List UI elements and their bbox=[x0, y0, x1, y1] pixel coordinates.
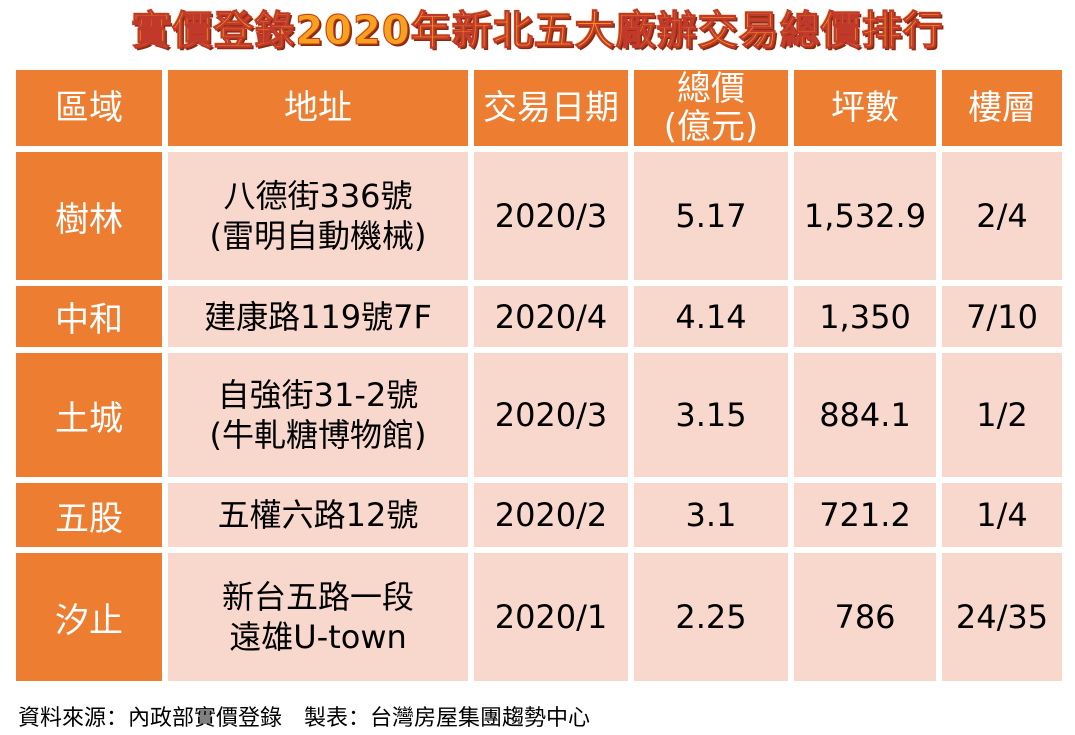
header-date: 交易日期 bbox=[468, 64, 634, 152]
region-cell: 土城 bbox=[10, 347, 168, 483]
area-cell: 884.1 bbox=[788, 347, 942, 483]
header-floor: 樓層 bbox=[936, 64, 1068, 152]
header-price: 總價 (億元) bbox=[628, 64, 794, 152]
table-row: 土城 自強街31-2號 (牛軋糖博物館) 2020/3 3.15 884.1 1… bbox=[10, 347, 1068, 483]
date-cell: 2020/3 bbox=[468, 347, 634, 483]
floor-cell: 7/10 bbox=[936, 280, 1068, 353]
area-cell: 786 bbox=[788, 547, 942, 687]
area-cell: 1,350 bbox=[788, 280, 942, 353]
address-cell: 自強街31-2號 (牛軋糖博物館) bbox=[162, 347, 474, 483]
table-header-row: 區域 地址 交易日期 總價 (億元) 坪數 樓層 bbox=[10, 64, 1068, 152]
date-cell: 2020/4 bbox=[468, 280, 634, 353]
price-cell: 4.14 bbox=[628, 280, 794, 353]
floor-cell: 24/35 bbox=[936, 547, 1068, 687]
source-footer: 資料來源：內政部實價登錄 製表：台灣房屋集團趨勢中心 bbox=[18, 706, 591, 731]
region-cell: 中和 bbox=[10, 280, 168, 353]
transaction-table: 區域 地址 交易日期 總價 (億元) 坪數 樓層 樹林 八德街336號 (雷明自… bbox=[10, 64, 1068, 687]
region-cell: 汐止 bbox=[10, 547, 168, 687]
date-cell: 2020/1 bbox=[468, 547, 634, 687]
table-row: 樹林 八德街336號 (雷明自動機械) 2020/3 5.17 1,532.9 … bbox=[10, 146, 1068, 286]
address-cell: 八德街336號 (雷明自動機械) bbox=[162, 146, 474, 286]
address-cell: 五權六路12號 bbox=[162, 477, 474, 553]
floor-cell: 1/2 bbox=[936, 347, 1068, 483]
price-cell: 3.15 bbox=[628, 347, 794, 483]
area-cell: 721.2 bbox=[788, 477, 942, 553]
header-address: 地址 bbox=[162, 64, 474, 152]
region-cell: 五股 bbox=[10, 477, 168, 553]
date-cell: 2020/2 bbox=[468, 477, 634, 553]
header-region: 區域 bbox=[10, 64, 168, 152]
address-cell: 建康路119號7F bbox=[162, 280, 474, 353]
address-cell: 新台五路一段 遠雄U-town bbox=[162, 547, 474, 687]
region-cell: 樹林 bbox=[10, 146, 168, 286]
floor-cell: 2/4 bbox=[936, 146, 1068, 286]
floor-cell: 1/4 bbox=[936, 477, 1068, 553]
price-cell: 2.25 bbox=[628, 547, 794, 687]
date-cell: 2020/3 bbox=[468, 146, 634, 286]
area-cell: 1,532.9 bbox=[788, 146, 942, 286]
table-row: 五股 五權六路12號 2020/2 3.1 721.2 1/4 bbox=[10, 477, 1068, 553]
price-cell: 5.17 bbox=[628, 146, 794, 286]
table-row: 中和 建康路119號7F 2020/4 4.14 1,350 7/10 bbox=[10, 280, 1068, 353]
page-title: 實價登錄2020年新北五大廠辦交易總價排行 bbox=[131, 8, 944, 55]
header-area: 坪數 bbox=[788, 64, 942, 152]
table-row: 汐止 新台五路一段 遠雄U-town 2020/1 2.25 786 24/35 bbox=[10, 547, 1068, 687]
price-cell: 3.1 bbox=[628, 477, 794, 553]
